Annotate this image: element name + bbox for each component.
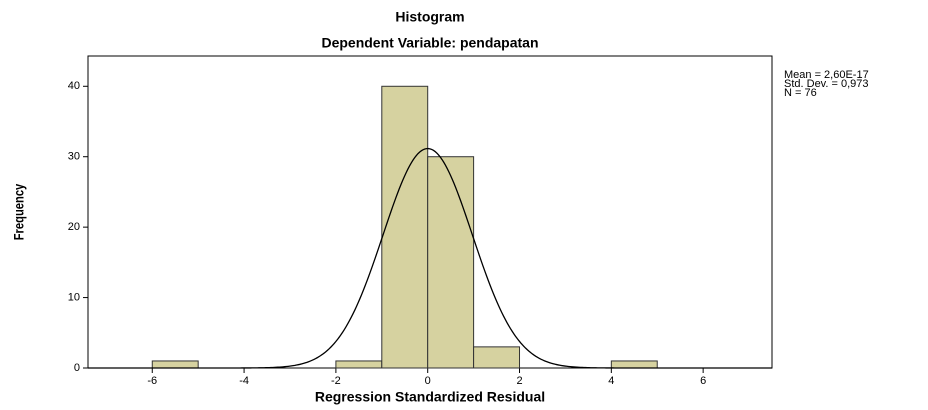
x-tick-label: -6 <box>147 375 157 387</box>
chart-title: Histogram <box>395 9 464 25</box>
bar <box>610 360 658 369</box>
y-tick-label: 30 <box>68 151 80 163</box>
bar <box>335 360 383 369</box>
x-tick-label: 2 <box>516 375 522 387</box>
bar <box>381 85 429 369</box>
y-tick-label: 10 <box>68 291 80 303</box>
y-tick-label: 40 <box>68 80 80 92</box>
stat-mean: Mean = 2,60E-17 <box>784 69 869 81</box>
x-tick-label: 6 <box>700 375 706 387</box>
normal-curve <box>88 147 772 369</box>
x-tick-label: -2 <box>331 375 341 387</box>
stat-std-dev: Std. Dev. = 0,973 <box>784 78 869 90</box>
y-tick-label: 20 <box>68 221 80 233</box>
x-tick-label: 4 <box>608 375 614 387</box>
bar <box>151 360 199 369</box>
x-axis-title: Regression Standardized Residual <box>315 389 545 405</box>
bar <box>473 346 521 369</box>
bar <box>427 156 475 369</box>
stat-n: N = 76 <box>784 87 817 99</box>
y-axis-title: Frequency <box>12 184 27 241</box>
chart-subtitle: Dependent Variable: pendapatan <box>321 35 538 51</box>
x-tick-label: 0 <box>425 375 431 387</box>
y-tick-label: 0 <box>74 362 80 374</box>
x-tick-label: -4 <box>239 375 249 387</box>
